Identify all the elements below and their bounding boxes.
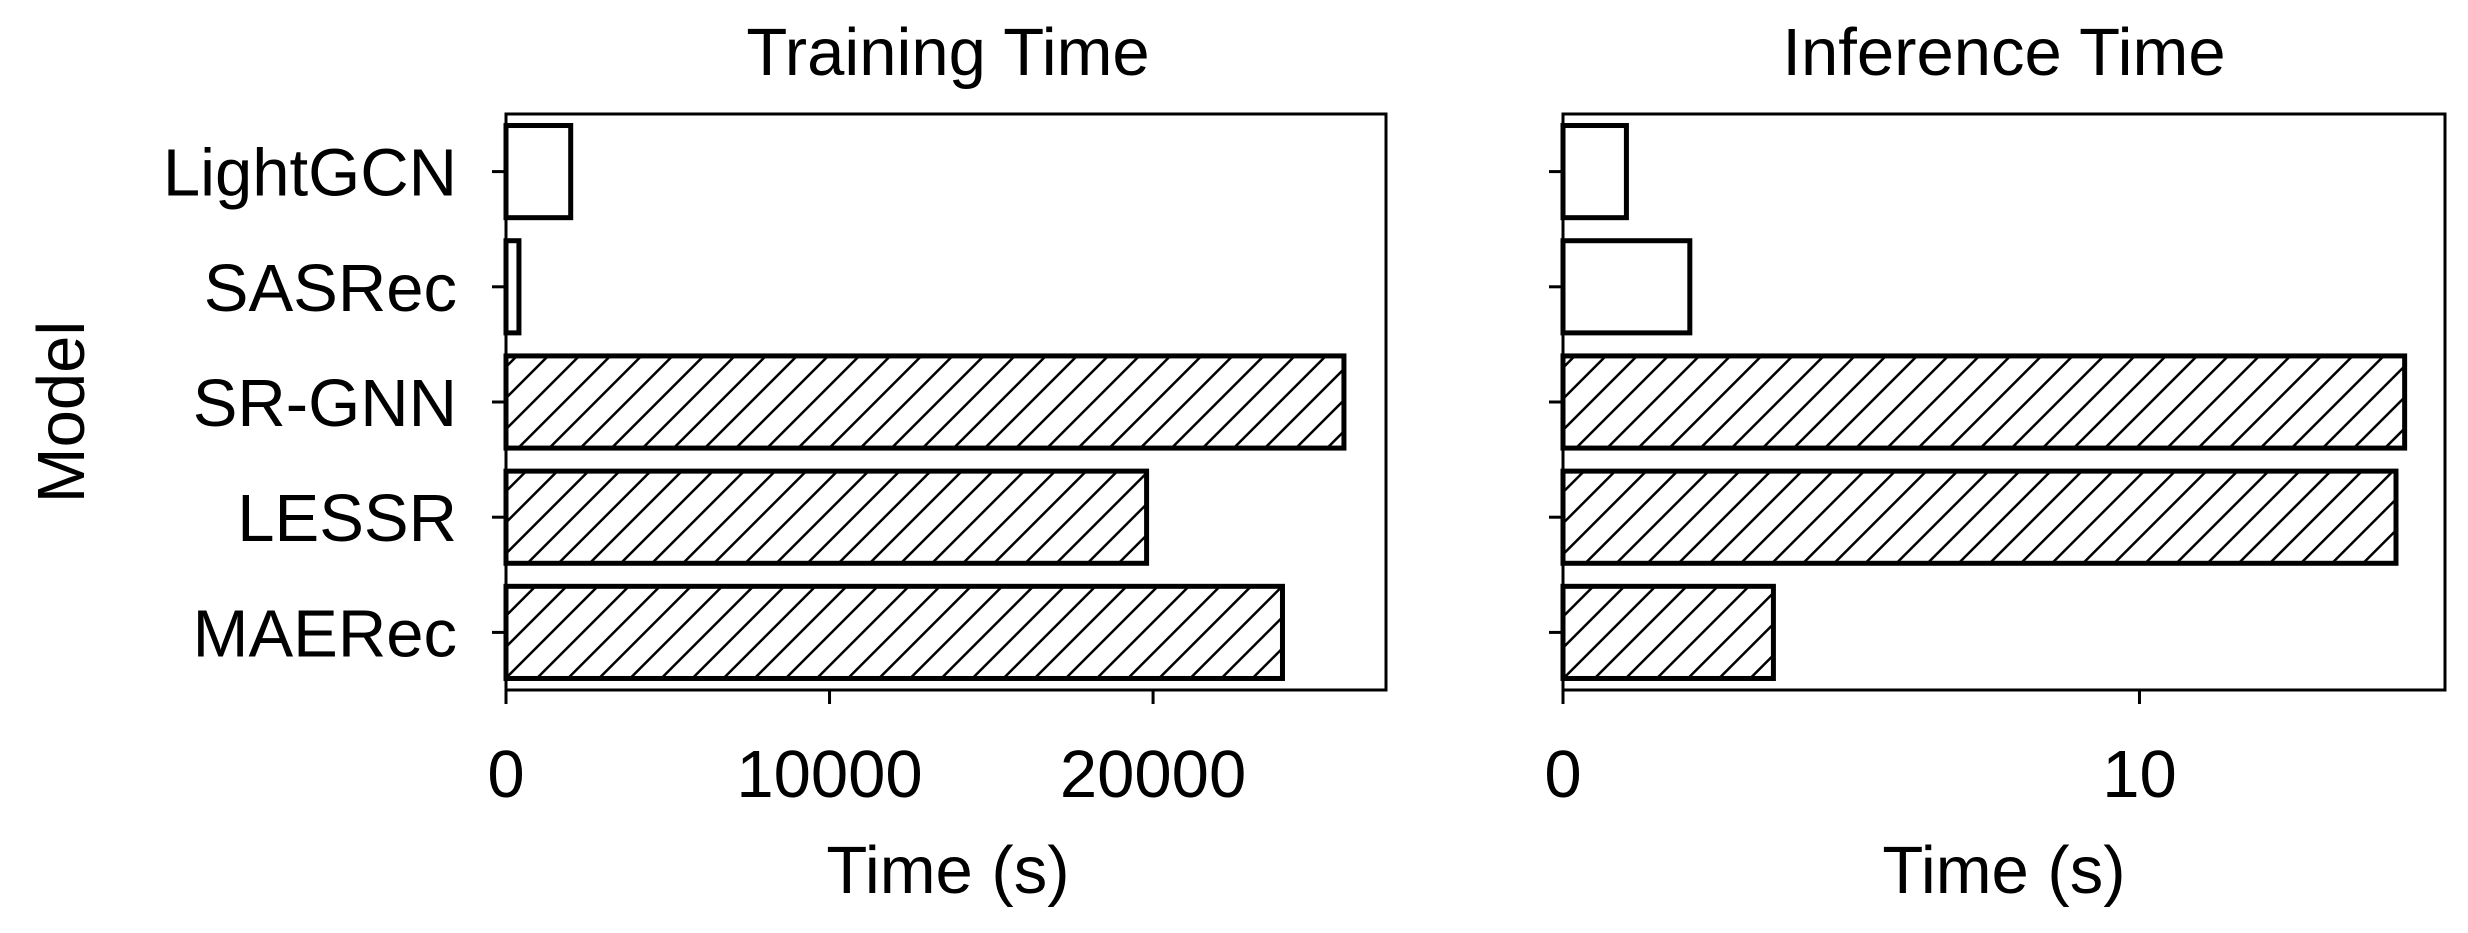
training-time-x-ticks: 0 10000 20000 xyxy=(487,690,1246,812)
category-labels: LightGCN SASRec SR-GNN LESSR MAERec xyxy=(163,136,457,672)
training-time-x-tick-label: 20000 xyxy=(1060,737,1246,812)
category-label-lightgcn: LightGCN xyxy=(163,136,457,211)
training-time-bar-sr-gnn xyxy=(503,353,1347,451)
inference-time-x-ticks: 0 10 xyxy=(1544,690,2177,812)
category-label-maerec: MAERec xyxy=(193,596,457,671)
training-time-x-tick-label: 10000 xyxy=(736,737,922,812)
category-label-lessr: LESSR xyxy=(237,481,457,556)
inference-time-bar-lessr xyxy=(1560,468,2399,566)
inference-time-bars xyxy=(1560,123,2408,681)
inference-time-x-tick-label: 0 xyxy=(1544,737,1581,812)
inference-time-x-tick-label: 10 xyxy=(2102,737,2177,812)
inference-time-bar-lightgcn xyxy=(1560,123,1629,221)
training-time-bar-maerec xyxy=(503,583,1285,681)
inference-time-x-axis-label: Time (s) xyxy=(1882,833,2125,908)
training-time-title: Training Time xyxy=(746,15,1149,90)
training-time-y-ticks xyxy=(492,170,506,634)
training-time-bar-sasrec xyxy=(503,238,522,336)
category-label-sr-gnn: SR-GNN xyxy=(193,366,457,441)
y-axis-label: Model xyxy=(24,321,99,503)
training-time-plot-frame xyxy=(504,112,1388,692)
inference-time-bar-sr-gnn xyxy=(1560,353,2408,451)
training-time-bar-lightgcn xyxy=(503,123,574,221)
inference-time-panel: Inference Time 0 10 Time (s) xyxy=(1544,15,2447,908)
inference-time-title: Inference Time xyxy=(1782,15,2225,90)
training-time-bar-lessr xyxy=(503,468,1150,566)
inference-time-bar-maerec xyxy=(1560,583,1776,681)
inference-time-plot-frame xyxy=(1561,112,2447,692)
training-time-x-axis-label: Time (s) xyxy=(826,833,1069,908)
inference-time-y-ticks xyxy=(1549,170,1563,634)
training-time-x-tick-label: 0 xyxy=(487,737,524,812)
category-label-sasrec: SASRec xyxy=(204,251,457,326)
training-time-bars xyxy=(503,123,1347,681)
training-time-panel: Training Time 0 10000 20000 Time (s) xyxy=(487,15,1388,908)
inference-time-bar-sasrec xyxy=(1560,238,1693,336)
